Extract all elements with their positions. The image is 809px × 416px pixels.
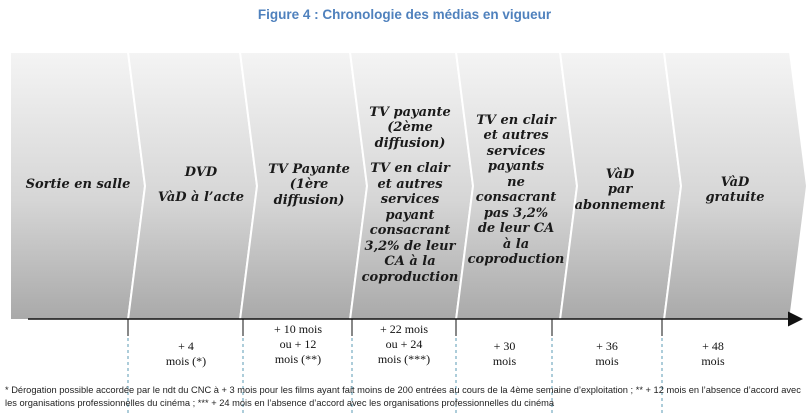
figure-title: Figure 4 : Chronologie des médias en vig…: [257, 7, 552, 22]
stage-label-tv-payante-2-clair: TV payante (2ème diffusion) TV en clair …: [361, 104, 459, 285]
delay-label-10-12-mois: + 10 mois ou + 12 mois (**): [273, 322, 323, 366]
delay-label-48-mois: + 48 mois: [701, 339, 725, 368]
stage-label-vad-gratuite: VàD gratuite: [705, 174, 765, 206]
stage-label-tv-clair-non-consacrant: TV en clair et autres services payants n…: [467, 112, 565, 268]
delay-label-36-mois: + 36 mois: [595, 339, 619, 368]
delay-label-22-24-mois: + 22 mois ou + 24 mois (***): [377, 322, 431, 366]
delay-label-4-mois: + 4 mois (*): [165, 339, 207, 368]
footnote: * Dérogation possible accordée par le nd…: [5, 385, 801, 408]
stage-label-tv-payante-1: TV Payante (1ère diffusion): [268, 161, 350, 208]
stage-label-dvd-vad-acte: DVD VàD à l’acte: [157, 164, 245, 206]
delay-label-30-mois: + 30 mois: [492, 339, 517, 368]
stage-label-sortie-en-salle: Sortie en salle: [25, 177, 131, 193]
stage-label-vad-abonnement: VàD par abonnement: [574, 166, 666, 213]
